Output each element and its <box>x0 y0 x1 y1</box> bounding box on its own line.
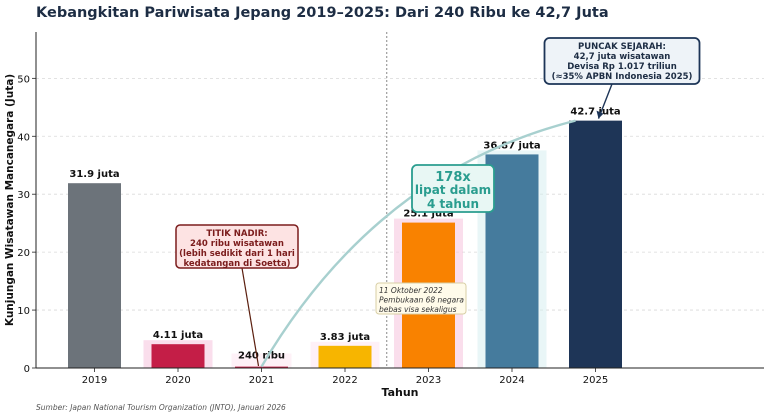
peak-line: PUNCAK SEJARAH: <box>578 42 666 52</box>
nadir-box <box>175 224 299 269</box>
value-label: 240 ribu <box>238 351 285 362</box>
visa-note-box <box>375 282 467 315</box>
bar-2021 <box>235 366 288 368</box>
peak-line: (≈35% APBN Indonesia 2025) <box>552 72 693 82</box>
bar-2025 <box>569 120 622 368</box>
visa-note-line: bebas visa sekaligus <box>379 305 457 314</box>
value-label: 31.9 juta <box>69 169 119 180</box>
value-label: 4.11 juta <box>153 330 203 341</box>
y-tick-label: 30 <box>17 190 30 201</box>
nadir-line: 240 ribu wisatawan <box>190 239 284 249</box>
value-labels: 31.9 juta 4.11 juta 240 ribu 3.83 juta 25.1 … <box>69 107 620 362</box>
visa-note-line: 11 Oktober 2022 <box>379 286 443 295</box>
chart-title: Kebangkitan Pariwisata Jepang 2019–2025:… <box>36 5 609 21</box>
nadir-line: TITIK NADIR: <box>206 229 267 239</box>
value-label: 25.1 juta <box>403 209 453 220</box>
growth-line: 178x <box>435 170 471 185</box>
bar-2019 <box>68 183 121 368</box>
x-tick-label: 2019 <box>82 375 107 386</box>
nadir-line: (lebih sedikit dari 1 hari <box>179 249 295 259</box>
peak-line: 42,7 juta wisatawan <box>574 52 671 62</box>
growth-trend-arc <box>260 119 576 368</box>
value-label: 36.87 juta <box>483 140 540 151</box>
source-note: Sumber: Japan National Tourism Organizat… <box>36 403 286 412</box>
y-tick-label: 40 <box>17 132 30 143</box>
value-label: 3.83 juta <box>320 332 370 343</box>
x-tick-label: 2021 <box>249 375 274 386</box>
growth-box <box>411 164 495 213</box>
x-tick-label: 2023 <box>416 375 441 386</box>
peak-line: Devisa Rp 1.017 triliun <box>567 62 677 72</box>
annotations: TITIK NADIR:240 ribu wisatawan(lebih sed… <box>175 37 701 368</box>
growth-line: lipat dalam <box>415 183 491 197</box>
bar-2020 <box>151 344 205 368</box>
y-tick-label: 50 <box>17 74 30 85</box>
nadir-arrow <box>241 267 260 367</box>
bar-2022 <box>318 345 372 368</box>
y-tick-label: 10 <box>17 306 30 317</box>
peak-arrowhead <box>596 110 604 119</box>
growth-line: 4 tahun <box>427 197 479 211</box>
peak-box <box>543 37 701 85</box>
visa-note-line: Pembukaan 68 negara <box>379 296 464 305</box>
y-axis-label: Kunjungan Wisatawan Mancanegara (Juta) <box>4 74 16 326</box>
x-tick-label: 2020 <box>165 375 190 386</box>
axes: 0 10 20 30 40 50 2019 2020 2021 2022 2023 2024 2025 <box>17 32 764 386</box>
y-tick-label: 20 <box>17 248 30 259</box>
x-tick-label: 2022 <box>332 375 357 386</box>
x-axis-label: Tahun <box>381 386 418 399</box>
x-tick-label: 2024 <box>499 375 524 386</box>
nadir-line: kedatangan di Soetta) <box>183 259 290 269</box>
x-tick-label: 2025 <box>583 375 608 386</box>
bar-glow <box>231 353 292 368</box>
value-label: 42.7 juta <box>570 107 620 118</box>
y-tick-label: 0 <box>24 364 30 375</box>
